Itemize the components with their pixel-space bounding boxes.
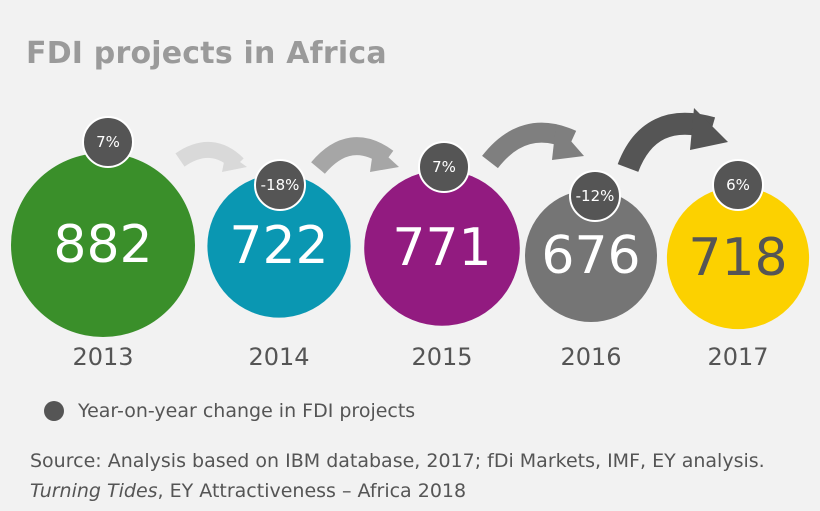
value-label-2015: 771 xyxy=(392,218,491,278)
source-publication-rest: , EY Attractiveness – Africa 2018 xyxy=(157,480,467,502)
source-line-1: Source: Analysis based on IBM database, … xyxy=(30,450,765,472)
change-label-2015: 7% xyxy=(432,158,456,176)
value-label-2013: 882 xyxy=(53,215,152,275)
change-label-2014: -18% xyxy=(261,176,300,194)
year-label-2017: 2017 xyxy=(707,343,768,371)
change-label-2017: 6% xyxy=(726,176,750,194)
year-label-2015: 2015 xyxy=(411,343,472,371)
bubble-2014 xyxy=(207,174,351,318)
bubble-2015 xyxy=(364,170,520,326)
trend-arrow-head-2 xyxy=(370,144,399,172)
year-label-2013: 2013 xyxy=(72,343,133,371)
source-line-2: Turning Tides, EY Attractiveness – Afric… xyxy=(30,476,765,506)
source-note: Source: Analysis based on IBM database, … xyxy=(30,446,765,506)
bubble-chart: 882 7% 2013 722 -18% 2014 771 7% 2015 676 -12% 2016… xyxy=(11,108,810,371)
legend-marker xyxy=(44,401,64,421)
bubble-2013 xyxy=(11,153,195,337)
bubble-2017 xyxy=(666,186,810,330)
value-label-2014: 722 xyxy=(229,216,328,276)
legend-label: Year-on-year change in FDI projects xyxy=(78,400,416,422)
change-badge-2017 xyxy=(712,159,764,211)
change-badge-2016 xyxy=(569,170,621,222)
chart-title: FDI projects in Africa xyxy=(26,36,387,71)
value-label-2017: 718 xyxy=(688,228,787,288)
year-label-2016: 2016 xyxy=(560,343,621,371)
trend-arrow-head-1 xyxy=(222,152,247,172)
change-badge-2015 xyxy=(418,141,470,193)
change-badge-2013 xyxy=(82,116,134,168)
year-label-2014: 2014 xyxy=(248,343,309,371)
value-label-2016: 676 xyxy=(541,226,640,286)
trend-arrow-head-4 xyxy=(690,108,728,150)
trend-arrow-head-3 xyxy=(552,124,584,160)
source-publication: Turning Tides xyxy=(30,480,158,502)
bubble-2016 xyxy=(525,190,657,322)
legend: Year-on-year change in FDI projects xyxy=(44,400,415,422)
change-label-2013: 7% xyxy=(96,133,120,151)
change-badge-2014 xyxy=(254,159,306,211)
change-label-2016: -12% xyxy=(576,187,615,205)
